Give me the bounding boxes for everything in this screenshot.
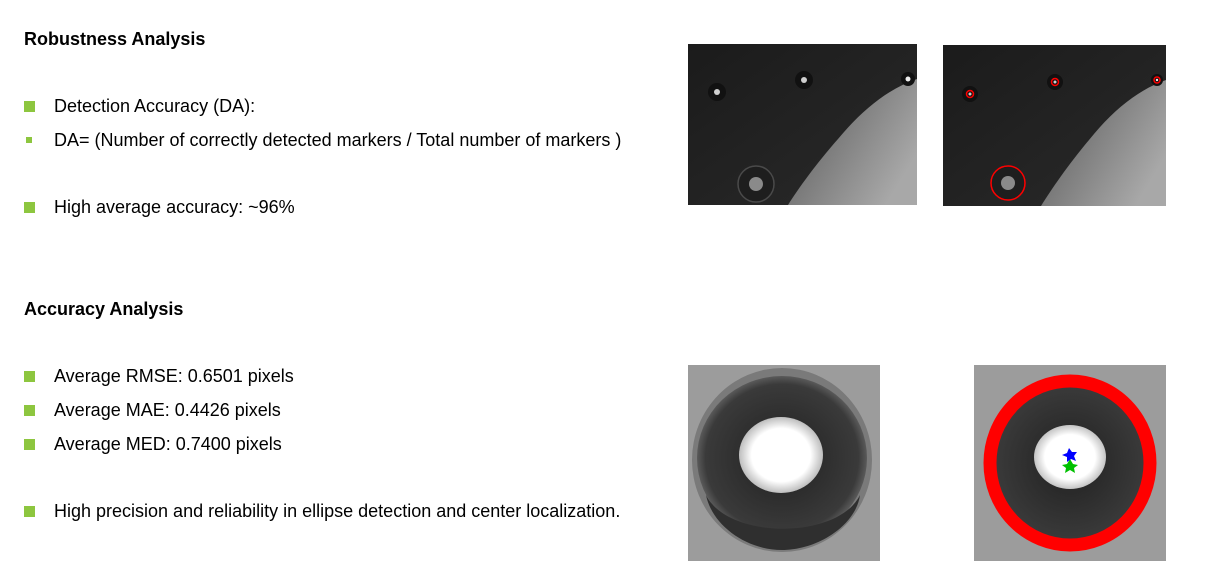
robustness-title: Robustness Analysis <box>24 29 205 50</box>
bullet-text: Average MED: 0.7400 pixels <box>54 434 282 455</box>
bullet-text: High precision and reliability in ellips… <box>54 501 620 522</box>
bullet-square-icon <box>24 405 35 416</box>
bullet-text: Detection Accuracy (DA): <box>54 96 255 117</box>
bullet-item: Average RMSE: 0.6501 pixels <box>24 364 294 388</box>
bullet-item: DA= (Number of correctly detected marker… <box>24 128 621 152</box>
bullet-square-icon <box>24 101 35 112</box>
markers-original-image <box>688 44 917 205</box>
bullet-item: High precision and reliability in ellips… <box>24 499 620 523</box>
bullet-text: Average MAE: 0.4426 pixels <box>54 400 281 421</box>
bullet-square-icon <box>24 202 35 213</box>
bullet-text: Average RMSE: 0.6501 pixels <box>54 366 294 387</box>
bullet-item: Average MED: 0.7400 pixels <box>24 432 282 456</box>
bullet-text: DA= (Number of correctly detected marker… <box>54 130 621 151</box>
ellipse-detection-image <box>974 365 1166 561</box>
bullet-square-icon <box>24 506 35 517</box>
bullet-text: High average accuracy: ~96% <box>54 197 295 218</box>
markers-detected-image <box>943 45 1166 206</box>
bullet-item: Detection Accuracy (DA): <box>24 94 255 118</box>
accuracy-title: Accuracy Analysis <box>24 299 183 320</box>
bullet-square-icon <box>26 137 32 143</box>
bullet-item: High average accuracy: ~96% <box>24 195 295 219</box>
bullet-square-icon <box>24 371 35 382</box>
bullet-item: Average MAE: 0.4426 pixels <box>24 398 281 422</box>
ellipse-closeup-image <box>688 365 880 561</box>
bullet-square-icon <box>24 439 35 450</box>
